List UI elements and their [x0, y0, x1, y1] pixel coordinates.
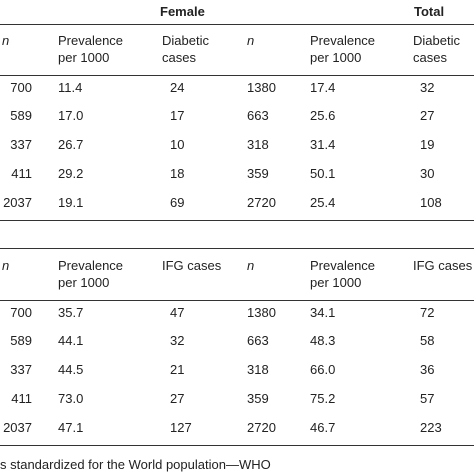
cell: 359 [247, 391, 269, 406]
cell: 589 [10, 108, 32, 123]
cell: 17 [170, 108, 185, 123]
cell: 25.4 [310, 195, 336, 210]
footnote: s standardized for the World population—… [0, 457, 271, 472]
cell: 73.0 [58, 391, 84, 406]
cell: 1380 [247, 80, 276, 95]
rule [0, 445, 474, 446]
cell: 18 [170, 166, 185, 181]
cell: 318 [247, 137, 269, 152]
column-header: IFG cases [162, 258, 222, 273]
cell: 19.1 [58, 195, 84, 210]
rule [0, 248, 474, 249]
cell: 48.3 [310, 333, 336, 348]
cell: 50.1 [310, 166, 336, 181]
cell: 27 [170, 391, 185, 406]
cell: 589 [10, 333, 32, 348]
cell: 108 [420, 195, 442, 210]
column-header: Prevalence per 1000 [58, 33, 124, 65]
cell: 17.0 [58, 108, 84, 123]
cell: 47 [170, 305, 185, 320]
cell: 411 [11, 391, 32, 406]
cell: 47.1 [58, 420, 84, 435]
column-header: IFG cases [413, 258, 473, 273]
cell: 57 [420, 391, 435, 406]
cell: 32 [420, 80, 435, 95]
column-header: n [247, 33, 255, 48]
cell: 35.7 [58, 305, 84, 320]
cell: 318 [247, 362, 269, 377]
cell: 27 [420, 108, 435, 123]
cell: 75.2 [310, 391, 336, 406]
cell: 30 [420, 166, 435, 181]
cell: 46.7 [310, 420, 336, 435]
group-header: Female [160, 4, 205, 19]
column-header: Prevalence per 1000 [310, 33, 376, 65]
cell: 663 [247, 108, 269, 123]
cell: 127 [170, 420, 192, 435]
cell: 26.7 [58, 137, 84, 152]
cell: 10 [170, 137, 185, 152]
cell: 2037 [3, 195, 32, 210]
column-header: n [2, 33, 10, 48]
column-header: n [2, 258, 10, 273]
cell: 2037 [3, 420, 32, 435]
cell: 32 [170, 333, 185, 348]
cell: 411 [11, 166, 32, 181]
cell: 2720 [247, 195, 276, 210]
cell: 11.4 [58, 80, 83, 95]
cell: 44.1 [58, 333, 84, 348]
column-header: n [247, 258, 255, 273]
cell: 58 [420, 333, 435, 348]
cell: 700 [10, 80, 32, 95]
cell: 34.1 [310, 305, 336, 320]
cell: 700 [10, 305, 32, 320]
cell: 21 [170, 362, 185, 377]
cell: 223 [420, 420, 442, 435]
rule [0, 300, 474, 301]
cell: 31.4 [310, 137, 336, 152]
cell: 337 [10, 362, 32, 377]
cell: 36 [420, 362, 435, 377]
cell: 25.6 [310, 108, 336, 123]
cell: 1380 [247, 305, 276, 320]
cell: 663 [247, 333, 269, 348]
cell: 24 [170, 80, 185, 95]
group-header: Total [414, 4, 445, 19]
cell: 2720 [247, 420, 276, 435]
column-header: Prevalence per 1000 [58, 258, 124, 290]
cell: 66.0 [310, 362, 336, 377]
cell: 44.5 [58, 362, 84, 377]
rule [0, 220, 474, 221]
cell: 29.2 [58, 166, 84, 181]
cell: 69 [170, 195, 185, 210]
column-header: Prevalence per 1000 [310, 258, 376, 290]
cell: 19 [420, 137, 435, 152]
cell: 359 [247, 166, 269, 181]
column-header: Diabetic cases [162, 33, 209, 65]
cell: 337 [10, 137, 32, 152]
rule [0, 75, 474, 76]
cell: 17.4 [310, 80, 336, 95]
rule [0, 24, 474, 25]
column-header: Diabetic cases [413, 33, 460, 65]
cell: 72 [420, 305, 435, 320]
